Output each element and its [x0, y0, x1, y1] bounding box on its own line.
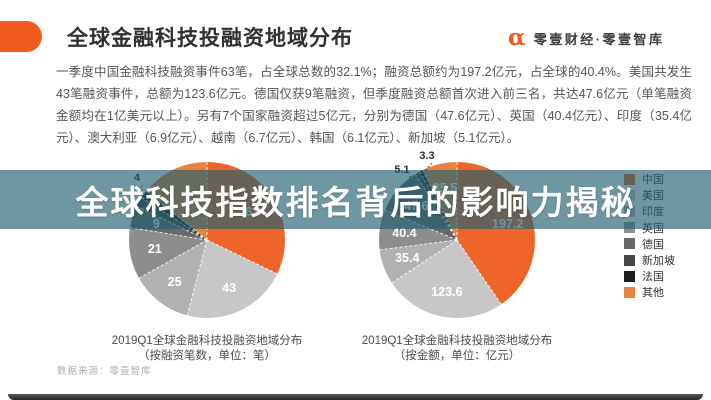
data-source-note: 数据来源：零壹智库: [57, 366, 152, 377]
caption-left-title: 2019Q1全球金融科技投融资地域分布: [111, 335, 303, 347]
legend-swatch: [624, 270, 635, 282]
alpha-logo-icon: α: [508, 24, 526, 51]
pie-slice-label-英国: 21: [147, 242, 162, 257]
page-title: 全球金融科技投融资地域分布: [67, 27, 353, 50]
caption-right-subtitle: （按金额，单位：亿元）: [393, 350, 521, 362]
legend-label: 其他: [642, 287, 664, 300]
pie-slice-label-法国: 3.3: [419, 150, 435, 162]
pie-slice-label-印度: 35.4: [395, 251, 420, 266]
legend-item-法国: 法国: [624, 268, 675, 284]
title-accent-bar: [0, 21, 42, 52]
brand-name: 零壹财经·零壹智库: [533, 31, 665, 47]
legend-label: 德国: [642, 238, 664, 251]
pie-slice-label-印度: 25: [167, 274, 182, 289]
bottom-edge-bar: [8, 394, 703, 400]
caption-right: 2019Q1全球金融科技投融资地域分布 （按金额，单位：亿元）: [327, 334, 587, 364]
legend-item-新加坡: 新加坡: [624, 252, 675, 268]
caption-left: 2019Q1全球金融科技投融资地域分布 （按融资笔数，单位：笔）: [77, 334, 337, 364]
brand-logo: α 零壹财经·零壹智库: [508, 24, 665, 51]
legend-label: 新加坡: [642, 255, 675, 268]
caption-left-subtitle: （按融资笔数，单位：笔）: [138, 350, 276, 362]
pie-slice-label-美国: 123.6: [431, 285, 463, 300]
legend-item-德国: 德国: [624, 236, 675, 252]
banner-title: 全球科技指数排名背后的影响力揭秘: [75, 183, 636, 221]
legend-item-其他: 其他: [624, 284, 675, 300]
legend-swatch: [624, 254, 635, 266]
legend-swatch: [624, 238, 635, 250]
intro-paragraph: 一季度中国金融科技融资事件63笔，占全球总数的32.1%；融资总额约为197.2…: [56, 65, 692, 145]
banner-overlay: 全球科技指数排名背后的影响力揭秘: [0, 170, 711, 229]
legend-label: 法国: [642, 271, 664, 284]
pie-slice-label-美国: 43: [222, 281, 237, 296]
legend-swatch: [624, 286, 635, 298]
caption-right-title: 2019Q1全球金融科技投融资地域分布: [361, 335, 553, 347]
